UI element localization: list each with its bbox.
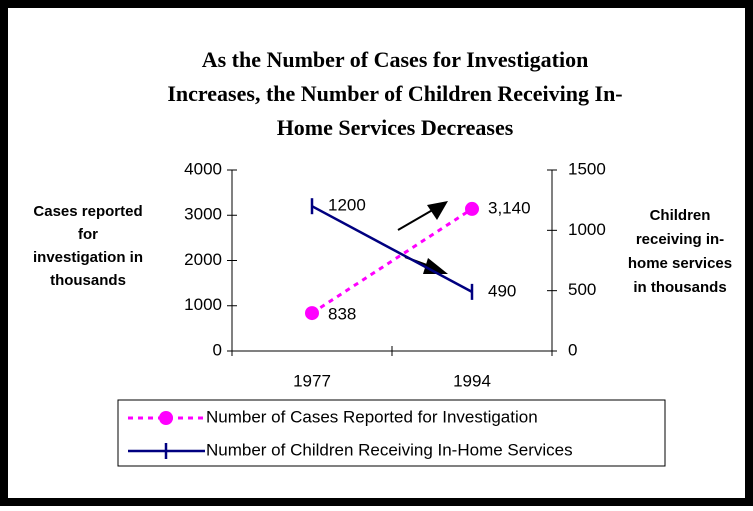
y-tick-label: 2000 <box>184 250 222 269</box>
series-line <box>311 205 473 293</box>
x-tick-label: 1977 <box>293 371 331 390</box>
y-axis-label: for <box>78 226 98 243</box>
chart-title: As the Number of Cases for Investigation <box>202 47 589 72</box>
y-tick-label: 3000 <box>184 205 222 224</box>
y2-tick-label: 1000 <box>568 220 606 239</box>
y2-axis-label: Children <box>650 207 711 224</box>
y-axis-label: Cases reported <box>33 203 142 220</box>
y-tick-label: 4000 <box>184 159 222 178</box>
y-tick-label: 1000 <box>184 295 222 314</box>
chart-title: Increases, the Number of Children Receiv… <box>167 81 622 106</box>
y-tick-label: 0 <box>213 340 222 359</box>
y-axis-label: thousands <box>50 272 126 289</box>
legend-marker <box>159 411 173 425</box>
y2-axis-label: home services <box>628 255 732 272</box>
legend-label: Number of Cases Reported for Investigati… <box>206 407 538 426</box>
y2-tick-label: 1500 <box>568 159 606 178</box>
legend-label: Number of Children Receiving In-Home Ser… <box>206 440 573 459</box>
y-axis-label: investigation in <box>33 249 143 266</box>
data-label: 1200 <box>328 196 366 215</box>
point <box>465 201 479 216</box>
chart-title: Home Services Decreases <box>277 115 514 140</box>
point <box>305 306 319 321</box>
series-line <box>311 207 473 315</box>
x-tick-label: 1994 <box>453 371 491 390</box>
data-label: 3,140 <box>488 198 531 217</box>
y2-tick-label: 0 <box>568 340 577 359</box>
data-label: 490 <box>488 281 516 300</box>
y2-tick-label: 500 <box>568 280 596 299</box>
y2-axis-label: receiving in- <box>636 231 724 248</box>
y2-axis-label: in thousands <box>633 279 726 296</box>
data-label: 838 <box>328 305 356 324</box>
legend <box>117 399 666 467</box>
